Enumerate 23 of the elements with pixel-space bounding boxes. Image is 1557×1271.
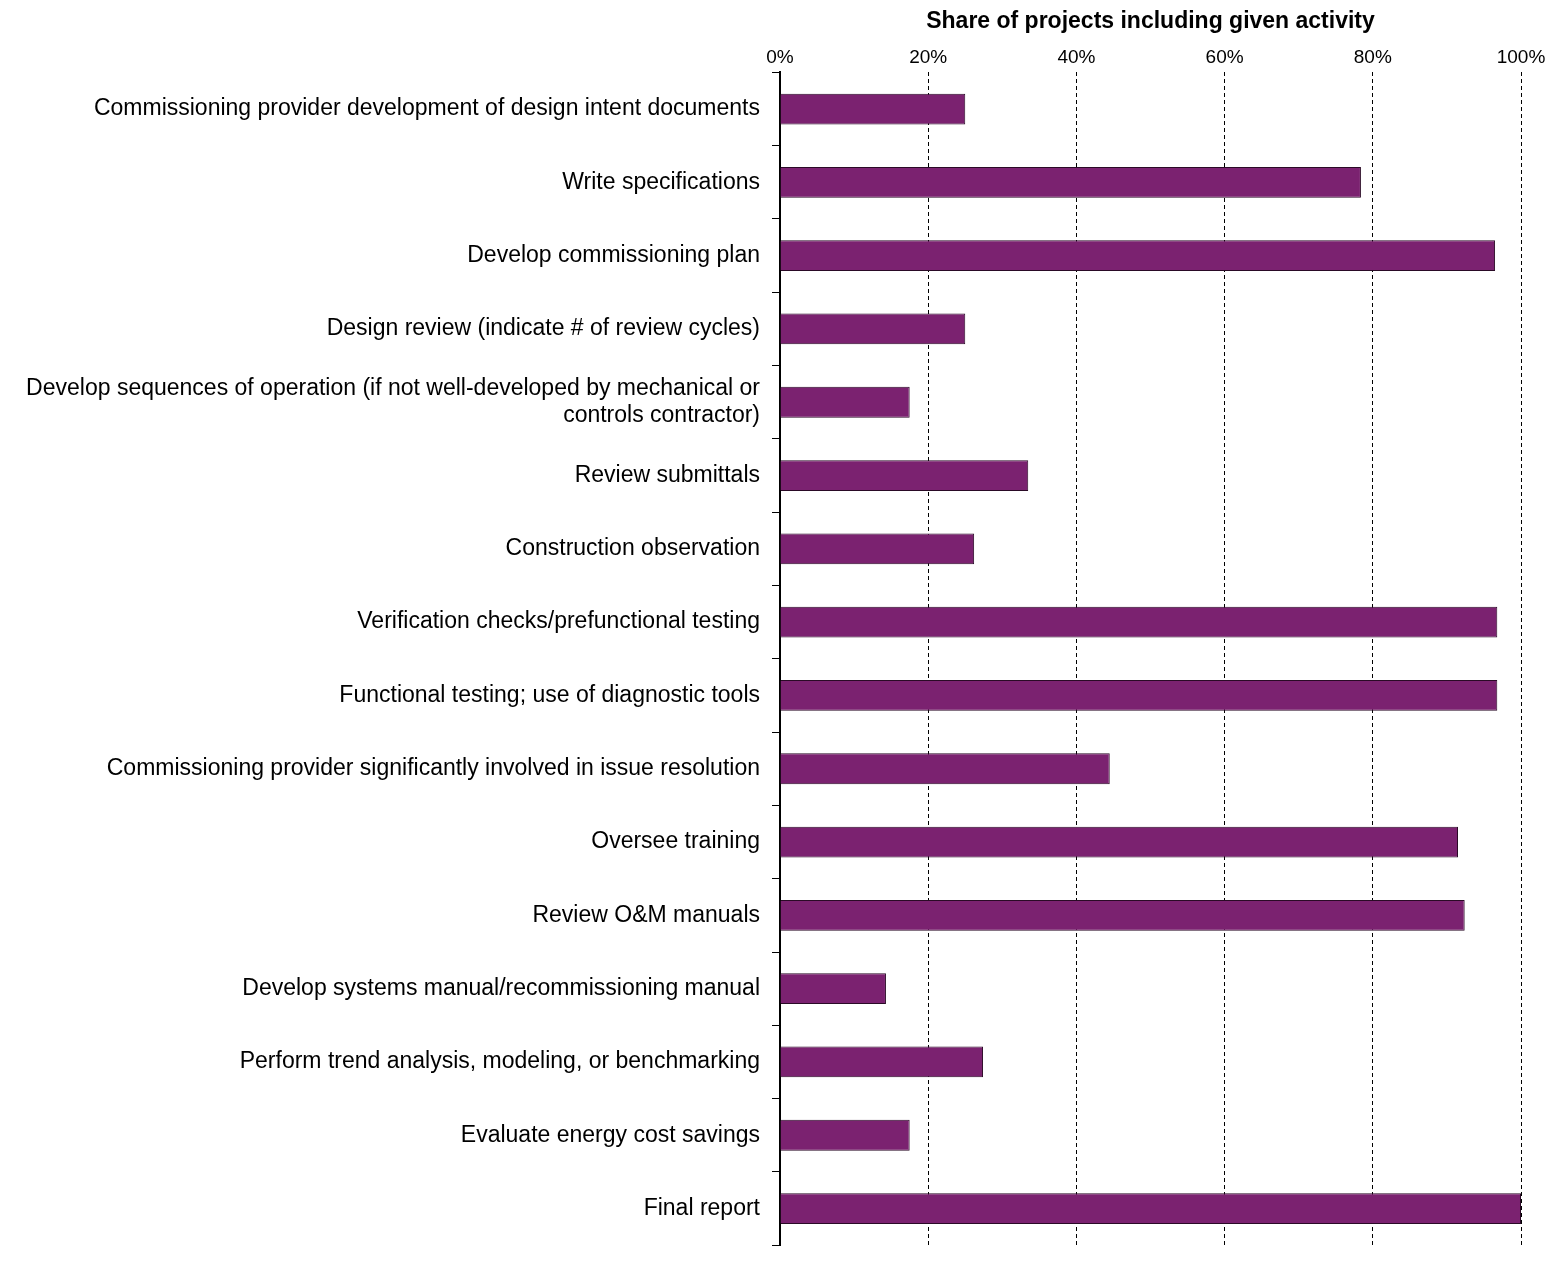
y-tick-label: Final report (643, 1193, 761, 1220)
y-tick-label: Construction observation (505, 534, 760, 561)
y-tick-label: Develop commissioning plan (467, 240, 760, 267)
x-tick-label: 60% (1205, 46, 1244, 68)
y-tick-label: Write specifications (562, 167, 760, 194)
x-tick-label: 100% (1496, 46, 1546, 68)
y-tick-label: Develop sequences of operation (if not well-developed by mechanical or controls contractor) (26, 373, 761, 428)
x-tick-label: 40% (1057, 46, 1096, 68)
y-tick-label: Evaluate energy cost savings (460, 1120, 760, 1147)
y-tick-label: Oversee training (591, 827, 760, 854)
x-tick-label: 0% (766, 46, 794, 68)
x-tick-label: 20% (909, 46, 948, 68)
y-tick-label: Develop systems manual/recommissioning manual (242, 973, 760, 1000)
y-tick-label: Functional testing; use of diagnostic tools (339, 680, 760, 707)
y-tick-label: Design review (indicate # of review cycles) (326, 314, 760, 341)
x-tick-label: 80% (1353, 46, 1392, 68)
y-tick-label: Review submittals (574, 460, 760, 487)
y-tick-label: Commissioning provider significantly involved in issue resolution (106, 754, 760, 781)
y-tick-label: Review O&M manuals (532, 900, 760, 927)
y-tick-label: Perform trend analysis, modeling, or benchmarking (239, 1047, 760, 1074)
x-axis-title: Share of projects including given activity (926, 7, 1375, 34)
y-tick-label: Verification checks/prefunctional testing (357, 607, 760, 634)
y-tick-label: Commissioning provider development of design intent documents (93, 94, 760, 121)
